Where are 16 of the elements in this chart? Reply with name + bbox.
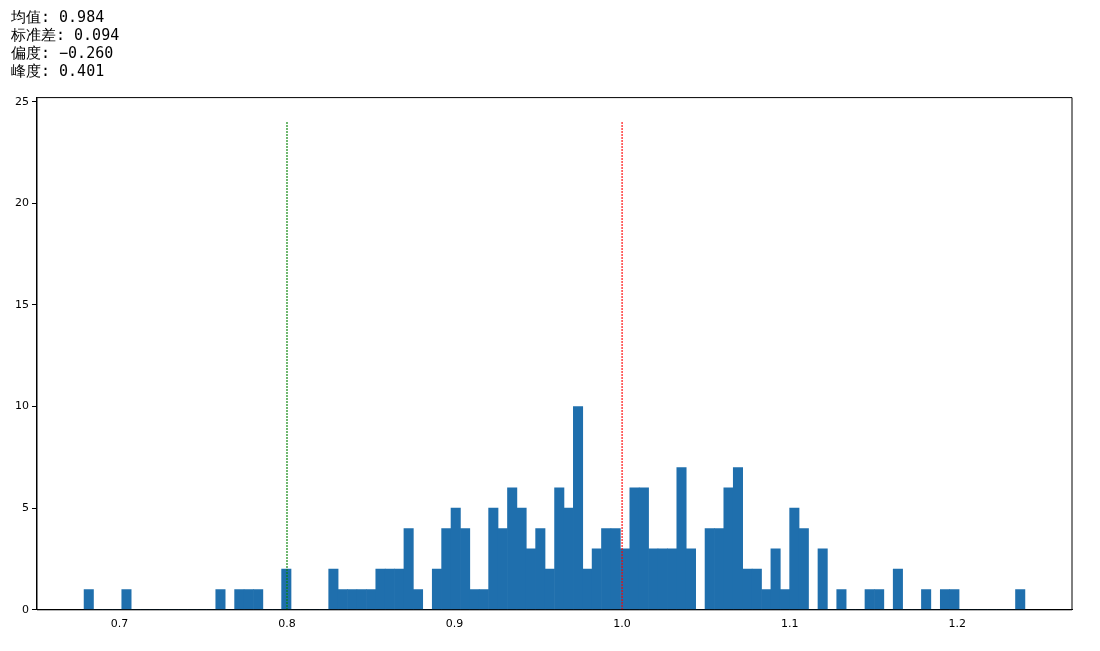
x-tick-label: 1.2 bbox=[948, 617, 966, 631]
x-tick-label: 0.8 bbox=[278, 617, 296, 631]
x-tick-label: 0.9 bbox=[445, 617, 464, 631]
text: 标准差: 0.094 bbox=[11, 26, 121, 44]
y-tick-label: 25 bbox=[15, 94, 29, 108]
y-tick-label: 10 bbox=[15, 399, 29, 413]
text: 峰度: 0.401 bbox=[11, 62, 106, 80]
y-tick-label: 20 bbox=[15, 196, 29, 210]
y-tick-label: 0 bbox=[22, 602, 29, 616]
text: 均值: 0.984 bbox=[11, 8, 106, 26]
x-tick-label: 1.0 bbox=[613, 617, 631, 631]
y-tick-label: 15 bbox=[15, 297, 29, 311]
text: 偏度: −0.260 bbox=[11, 44, 115, 62]
x-tick-label: 1.1 bbox=[780, 617, 799, 631]
x-tick-label: 0.7 bbox=[110, 617, 129, 631]
y-tick-label: 5 bbox=[22, 501, 29, 515]
